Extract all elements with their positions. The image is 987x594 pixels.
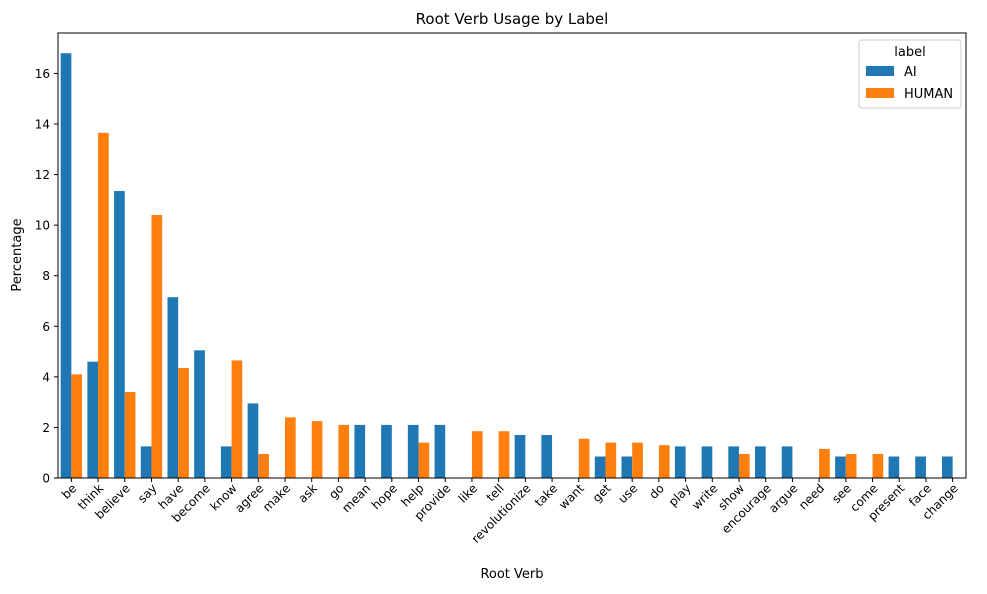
- bar-ai-see: [835, 456, 846, 478]
- bar-human-do: [658, 445, 670, 478]
- legend-swatch-human: [866, 88, 894, 98]
- x-tick-label: take: [532, 481, 560, 509]
- bar-ai-hope: [381, 424, 392, 478]
- bar-ai-encourage: [755, 446, 766, 478]
- bar-ai-face: [915, 456, 926, 478]
- bar-human-get: [605, 442, 617, 478]
- bar-ai-mean: [354, 424, 366, 478]
- y-tick-label: 2: [42, 421, 50, 435]
- legend-swatch-ai: [866, 66, 894, 76]
- x-tick-label: want: [556, 481, 587, 512]
- y-tick-label: 16: [35, 67, 50, 81]
- bar-human-see: [845, 453, 857, 478]
- bar-ai-show: [728, 446, 739, 478]
- x-tick-label: like: [456, 481, 480, 505]
- plot-frame: [57, 32, 967, 479]
- bar-human-show: [739, 453, 750, 478]
- y-tick-label: 4: [42, 370, 50, 384]
- chart-title: Root Verb Usage by Label: [416, 10, 609, 28]
- x-tick-label: do: [647, 481, 667, 501]
- bar-ai-think: [87, 361, 99, 478]
- x-tick-label: ask: [295, 481, 319, 505]
- bar-human-say: [151, 215, 163, 479]
- bar-ai-have: [167, 297, 179, 478]
- x-tick-label: need: [796, 481, 827, 512]
- bar-human-be: [71, 374, 83, 478]
- x-tick-label: be: [59, 481, 80, 502]
- bar-ai-take: [541, 435, 553, 478]
- y-tick-label: 10: [35, 219, 50, 233]
- x-tick-label: mean: [339, 481, 373, 515]
- bar-human-ask: [311, 421, 323, 478]
- y-tick-label: 6: [42, 320, 50, 334]
- bar-human-go: [338, 424, 350, 478]
- bar-human-need: [819, 448, 830, 478]
- x-tick-label: play: [666, 481, 694, 509]
- bar-ai-be: [60, 53, 72, 478]
- y-tick-label: 14: [35, 118, 50, 132]
- bar-human-believe: [124, 392, 136, 478]
- bar-ai-change: [941, 456, 953, 478]
- bar-ai-agree: [247, 403, 259, 478]
- bar-ai-argue: [781, 446, 793, 478]
- bar-ai-play: [674, 446, 686, 478]
- legend-title: label: [894, 45, 925, 60]
- x-tick-label: make: [260, 481, 293, 514]
- bar-ai-get: [594, 456, 606, 478]
- bar-human-use: [632, 442, 643, 478]
- x-tick-label: get: [590, 481, 614, 505]
- bar-ai-use: [621, 456, 633, 478]
- legend-label-ai: AI: [904, 65, 917, 80]
- bar-ai-present: [888, 456, 900, 478]
- y-tick-label: 0: [42, 472, 50, 486]
- x-tick-label: hope: [369, 481, 400, 512]
- bar-human-make: [285, 417, 296, 478]
- bar-human-like: [471, 431, 483, 478]
- x-tick-label: go: [326, 481, 346, 501]
- bar-human-want: [578, 438, 590, 478]
- bar-ai-provide: [434, 424, 446, 478]
- bar-human-have: [178, 368, 189, 478]
- x-tick-label: argue: [766, 481, 800, 515]
- bar-ai-help: [407, 424, 419, 478]
- x-tick-label: agree: [232, 481, 266, 515]
- legend-label-human: HUMAN: [904, 87, 953, 102]
- legend: label AI HUMAN: [858, 39, 962, 109]
- bar-human-come: [872, 453, 884, 478]
- bar-human-think: [98, 132, 109, 478]
- bar-ai-write: [701, 446, 713, 478]
- bar-ai-believe: [114, 191, 125, 478]
- y-tick-label: 12: [35, 168, 50, 182]
- x-tick-label: write: [689, 481, 720, 512]
- bar-ai-revolutionize: [514, 435, 526, 478]
- bar-human-help: [418, 442, 430, 478]
- x-axis-label: Root Verb: [480, 567, 543, 582]
- x-tick-label: use: [615, 481, 640, 506]
- bar-human-know: [231, 360, 243, 478]
- bar-human-tell: [498, 431, 510, 478]
- bar-ai-become: [194, 350, 205, 478]
- y-axis-label: Percentage: [10, 218, 25, 291]
- bar-ai-know: [220, 446, 232, 478]
- y-tick-label: 8: [42, 269, 50, 283]
- bar-ai-say: [140, 446, 152, 478]
- bar-human-agree: [258, 453, 269, 478]
